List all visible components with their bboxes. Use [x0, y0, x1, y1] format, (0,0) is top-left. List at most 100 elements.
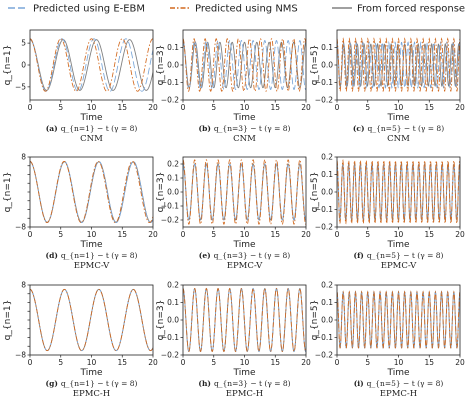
- series-line: [337, 159, 460, 225]
- y-tick-label: −0.2: [161, 351, 179, 360]
- x-axis-label: Time: [79, 113, 102, 123]
- x-tick-label: 15: [117, 103, 127, 112]
- x-tick-label: 5: [58, 358, 63, 367]
- panel-caption: (h) q_{n=3} − t (γ = 8): [198, 379, 290, 388]
- x-tick-label: 20: [301, 103, 311, 112]
- y-tick-label: 5: [21, 39, 26, 48]
- x-tick-label: 10: [240, 103, 250, 112]
- y-tick-label: −0.1: [315, 78, 333, 87]
- caption-letter: (i): [354, 379, 364, 388]
- x-tick-label: 0: [335, 230, 340, 239]
- panel-g: 0 5 10 15 20 −8 8 Time q_{n=1} (g) q_{n=1} − t (γ …: [3, 281, 158, 400]
- caption-text: q_{n=5} − t (γ = 8): [368, 124, 445, 133]
- y-tick-label: −5: [15, 82, 26, 91]
- series-line: [337, 290, 460, 349]
- y-tick-label: −0.1: [161, 78, 179, 87]
- caption-text: q_{n=5} − t (γ = 8): [367, 379, 444, 388]
- y-tick-label: 0.2: [167, 160, 179, 169]
- caption-letter: (c): [353, 124, 365, 133]
- y-axis-label: q_{n=5}: [310, 172, 320, 213]
- x-tick-label: 5: [211, 230, 216, 239]
- y-tick-label: 0.0: [321, 316, 333, 325]
- caption-text: q_{n=3} − t (γ = 8): [214, 124, 291, 133]
- legend-label: Predicted using NMS: [195, 4, 298, 15]
- series-line: [337, 41, 460, 89]
- y-tick-label: −8: [15, 223, 26, 232]
- series-line: [183, 287, 306, 353]
- method-label: EPMC-H: [226, 389, 263, 399]
- caption-text: q_{n=1} − t (γ = 8): [61, 124, 138, 133]
- x-tick-label: 0: [181, 358, 186, 367]
- x-tick-label: 15: [270, 358, 280, 367]
- caption-text: q_{n=3} − t (γ = 8): [214, 251, 291, 260]
- x-axis-label: Time: [386, 113, 409, 123]
- y-tick-label: 0.0: [167, 188, 179, 197]
- x-tick-label: 5: [58, 103, 63, 112]
- plot-frame: [29, 284, 154, 356]
- x-tick-label: 10: [394, 103, 404, 112]
- y-tick-label: 0.0: [167, 61, 179, 70]
- y-tick-label: 8: [21, 153, 26, 162]
- x-tick-label: 0: [335, 103, 340, 112]
- x-tick-label: 20: [301, 230, 311, 239]
- method-label: EPMC-V: [227, 261, 263, 271]
- y-tick-label: 0.0: [321, 188, 333, 197]
- series-line: [337, 290, 460, 349]
- x-tick-label: 15: [117, 230, 127, 239]
- x-tick-label: 15: [424, 358, 434, 367]
- method-label: EPMC-V: [74, 261, 110, 271]
- panel-b: 0 5 10 15 20 −0.2 −0.1 0.0 0.1 Time q_{n=3} (b) q_{n…: [156, 29, 311, 144]
- caption-letter: (g): [46, 379, 58, 388]
- x-tick-label: 10: [87, 358, 97, 367]
- x-tick-label: 0: [28, 358, 33, 367]
- y-tick-label: −0.2: [161, 216, 179, 225]
- plot-frame: [29, 156, 154, 228]
- y-tick-label: −0.1: [161, 333, 179, 342]
- y-tick-label: 0.0: [167, 316, 179, 325]
- y-tick-label: 0.2: [167, 281, 179, 290]
- y-axis-label: q_{n=3}: [156, 45, 166, 86]
- x-axis-label: Time: [79, 368, 102, 378]
- caption-text: q_{n=3} − t (γ = 8): [214, 379, 291, 388]
- x-tick-label: 15: [270, 103, 280, 112]
- x-tick-label: 5: [58, 230, 63, 239]
- x-tick-label: 15: [424, 230, 434, 239]
- panel-caption: (f) q_{n=5} − t (γ = 8): [354, 251, 444, 260]
- legend-entry: From forced response: [332, 4, 465, 15]
- x-tick-label: 10: [394, 230, 404, 239]
- x-tick-label: 5: [365, 358, 370, 367]
- x-tick-label: 0: [181, 103, 186, 112]
- legend-label: From forced response: [357, 4, 465, 15]
- method-label: CNM: [80, 134, 103, 144]
- caption-letter: (e): [199, 251, 211, 260]
- panel-caption: (b) q_{n=3} − t (γ = 8): [199, 124, 291, 133]
- x-tick-label: 20: [148, 358, 158, 367]
- panel-caption: (i) q_{n=5} − t (γ = 8): [354, 379, 444, 388]
- y-axis-label: q_{n=1}: [3, 172, 13, 213]
- series-line: [30, 288, 153, 352]
- y-tick-label: −0.1: [315, 205, 333, 214]
- panel-caption: (c) q_{n=5} − t (γ = 8): [353, 124, 444, 133]
- y-tick-label: 0.2: [321, 153, 333, 162]
- y-tick-label: −0.2: [315, 223, 333, 232]
- caption-letter: (a): [46, 124, 58, 133]
- y-axis-label: q_{n=5}: [310, 300, 320, 341]
- series-line: [183, 163, 306, 221]
- x-tick-label: 10: [394, 358, 404, 367]
- panel-i: 0 5 10 15 20 −0.2 −0.1 0.0 0.1 0.2 Time q_{n=5} (i) q…: [310, 281, 465, 400]
- x-tick-label: 0: [28, 230, 33, 239]
- method-label: EPMC-V: [381, 261, 417, 271]
- legend-entry: Predicted using NMS: [170, 4, 298, 15]
- x-axis-label: Time: [386, 368, 409, 378]
- series-line: [183, 159, 306, 225]
- method-label: CNM: [387, 134, 410, 144]
- series-line: [337, 290, 460, 349]
- caption-text: q_{n=5} − t (γ = 8): [367, 251, 444, 260]
- series-line: [337, 42, 460, 87]
- x-tick-label: 20: [148, 230, 158, 239]
- y-tick-label: 0.0: [321, 61, 333, 70]
- panel-caption: (d) q_{n=1} − t (γ = 8): [46, 251, 138, 260]
- y-axis-label: q_{n=3}: [156, 300, 166, 341]
- x-tick-label: 5: [365, 230, 370, 239]
